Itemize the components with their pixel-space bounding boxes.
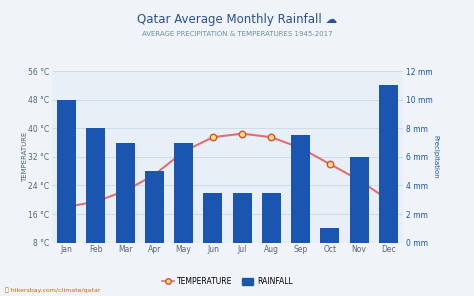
Point xyxy=(151,172,158,177)
Point xyxy=(92,199,100,204)
Point xyxy=(326,162,334,166)
Point xyxy=(209,135,217,140)
Point xyxy=(355,178,363,183)
Point xyxy=(238,131,246,136)
Bar xyxy=(86,128,106,243)
Point xyxy=(384,197,392,202)
Point xyxy=(121,189,129,193)
Point xyxy=(63,205,71,209)
Bar xyxy=(379,85,398,243)
Point xyxy=(267,135,275,140)
Point xyxy=(297,146,304,150)
Bar xyxy=(320,229,339,243)
Bar xyxy=(291,135,310,243)
Bar xyxy=(262,193,281,243)
Bar xyxy=(203,193,222,243)
Text: Qatar Average Monthly Rainfall ☁: Qatar Average Monthly Rainfall ☁ xyxy=(137,13,337,26)
Bar xyxy=(145,171,164,243)
Bar xyxy=(233,193,252,243)
Y-axis label: Precipitation: Precipitation xyxy=(432,135,438,179)
Legend: TEMPERATURE, RAINFALL: TEMPERATURE, RAINFALL xyxy=(159,274,296,289)
Bar xyxy=(57,100,76,243)
Text: 🟠 hikersbay.com/climate/qatar: 🟠 hikersbay.com/climate/qatar xyxy=(5,287,100,293)
Text: AVERAGE PRECIPITATION & TEMPERATURES 1945-2017: AVERAGE PRECIPITATION & TEMPERATURES 194… xyxy=(142,31,332,37)
Bar xyxy=(174,143,193,243)
Y-axis label: TEMPERATURE: TEMPERATURE xyxy=(22,132,28,182)
Bar xyxy=(349,157,369,243)
Bar xyxy=(116,143,135,243)
Point xyxy=(180,149,187,154)
